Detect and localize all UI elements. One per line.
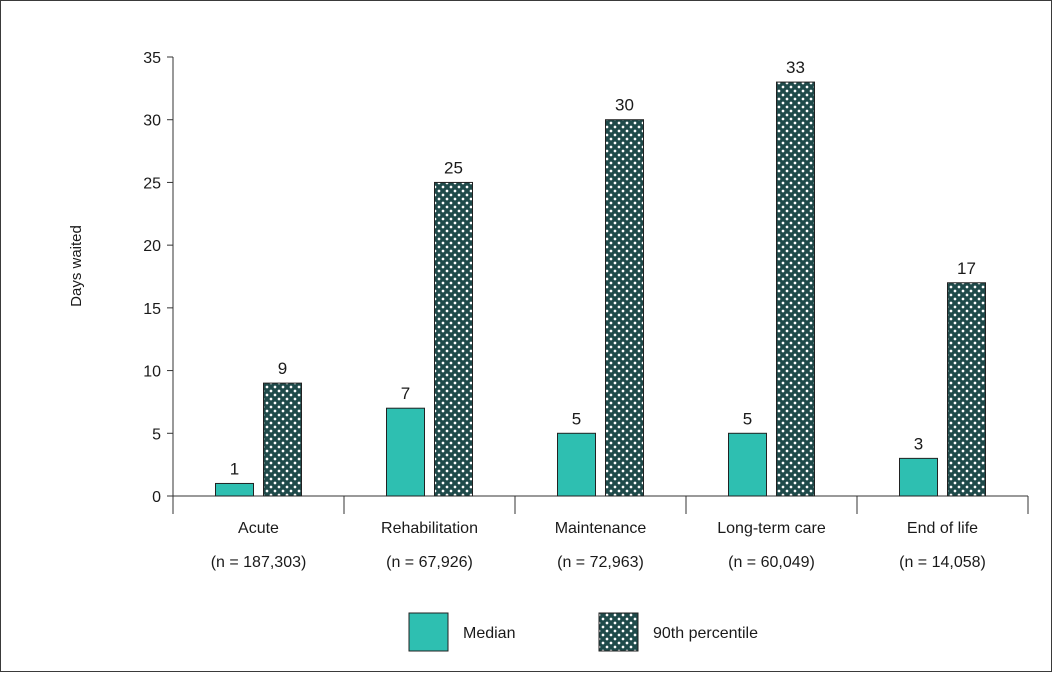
- y-tick-label: 20: [143, 238, 161, 255]
- data-label: 5: [572, 409, 581, 428]
- legend: Median 90th percentile: [408, 612, 758, 652]
- data-label: 30: [615, 96, 634, 115]
- x-tick-sublabel: (n = 187,303): [211, 554, 307, 571]
- x-tick-label: Acute: [238, 520, 279, 537]
- x-tick-sublabel: (n = 14,058): [899, 554, 986, 571]
- data-label: 9: [278, 359, 287, 378]
- y-tick-label: 10: [143, 364, 161, 381]
- bar: [605, 119, 644, 497]
- data-label: 33: [786, 58, 805, 77]
- data-label: 5: [743, 409, 752, 428]
- x-tick-label: Rehabilitation: [381, 520, 478, 537]
- bar: [215, 482, 254, 497]
- legend-swatch: [598, 612, 639, 652]
- y-tick-label: 30: [143, 113, 161, 130]
- y-tick-label: 25: [143, 175, 161, 192]
- x-tick-label: Maintenance: [555, 520, 647, 537]
- bar: [434, 181, 473, 497]
- x-tick-sublabel: (n = 67,926): [386, 554, 473, 571]
- y-tick-label: 15: [143, 301, 161, 318]
- legend-label: 90th percentile: [653, 625, 758, 642]
- x-tick-sublabel: (n = 60,049): [728, 554, 815, 571]
- y-axis-label: Days waited: [68, 225, 85, 307]
- x-tick-label: End of life: [907, 520, 978, 537]
- data-label: 1: [230, 459, 239, 478]
- y-tick-label: 5: [152, 426, 161, 443]
- x-tick-label: Long-term care: [717, 520, 826, 537]
- legend-label: Median: [463, 625, 515, 642]
- bar: [263, 382, 302, 497]
- legend-swatch: [408, 612, 449, 652]
- bar: [728, 432, 767, 497]
- bar: [947, 282, 986, 497]
- data-label: 3: [914, 434, 923, 453]
- bar: [386, 407, 425, 497]
- data-label: 7: [401, 384, 410, 403]
- data-label: 17: [957, 259, 976, 278]
- bar: [557, 432, 596, 497]
- y-tick-label: 35: [143, 50, 161, 67]
- bars: [215, 81, 986, 497]
- bar: [776, 81, 815, 497]
- y-tick-label: 0: [152, 489, 161, 506]
- bar: [899, 457, 938, 497]
- data-label: 25: [444, 158, 463, 177]
- x-tick-sublabel: (n = 72,963): [557, 554, 644, 571]
- x-tick-labels: Acute (n = 187,303) Rehabilitation (n = 67,…: [211, 520, 986, 571]
